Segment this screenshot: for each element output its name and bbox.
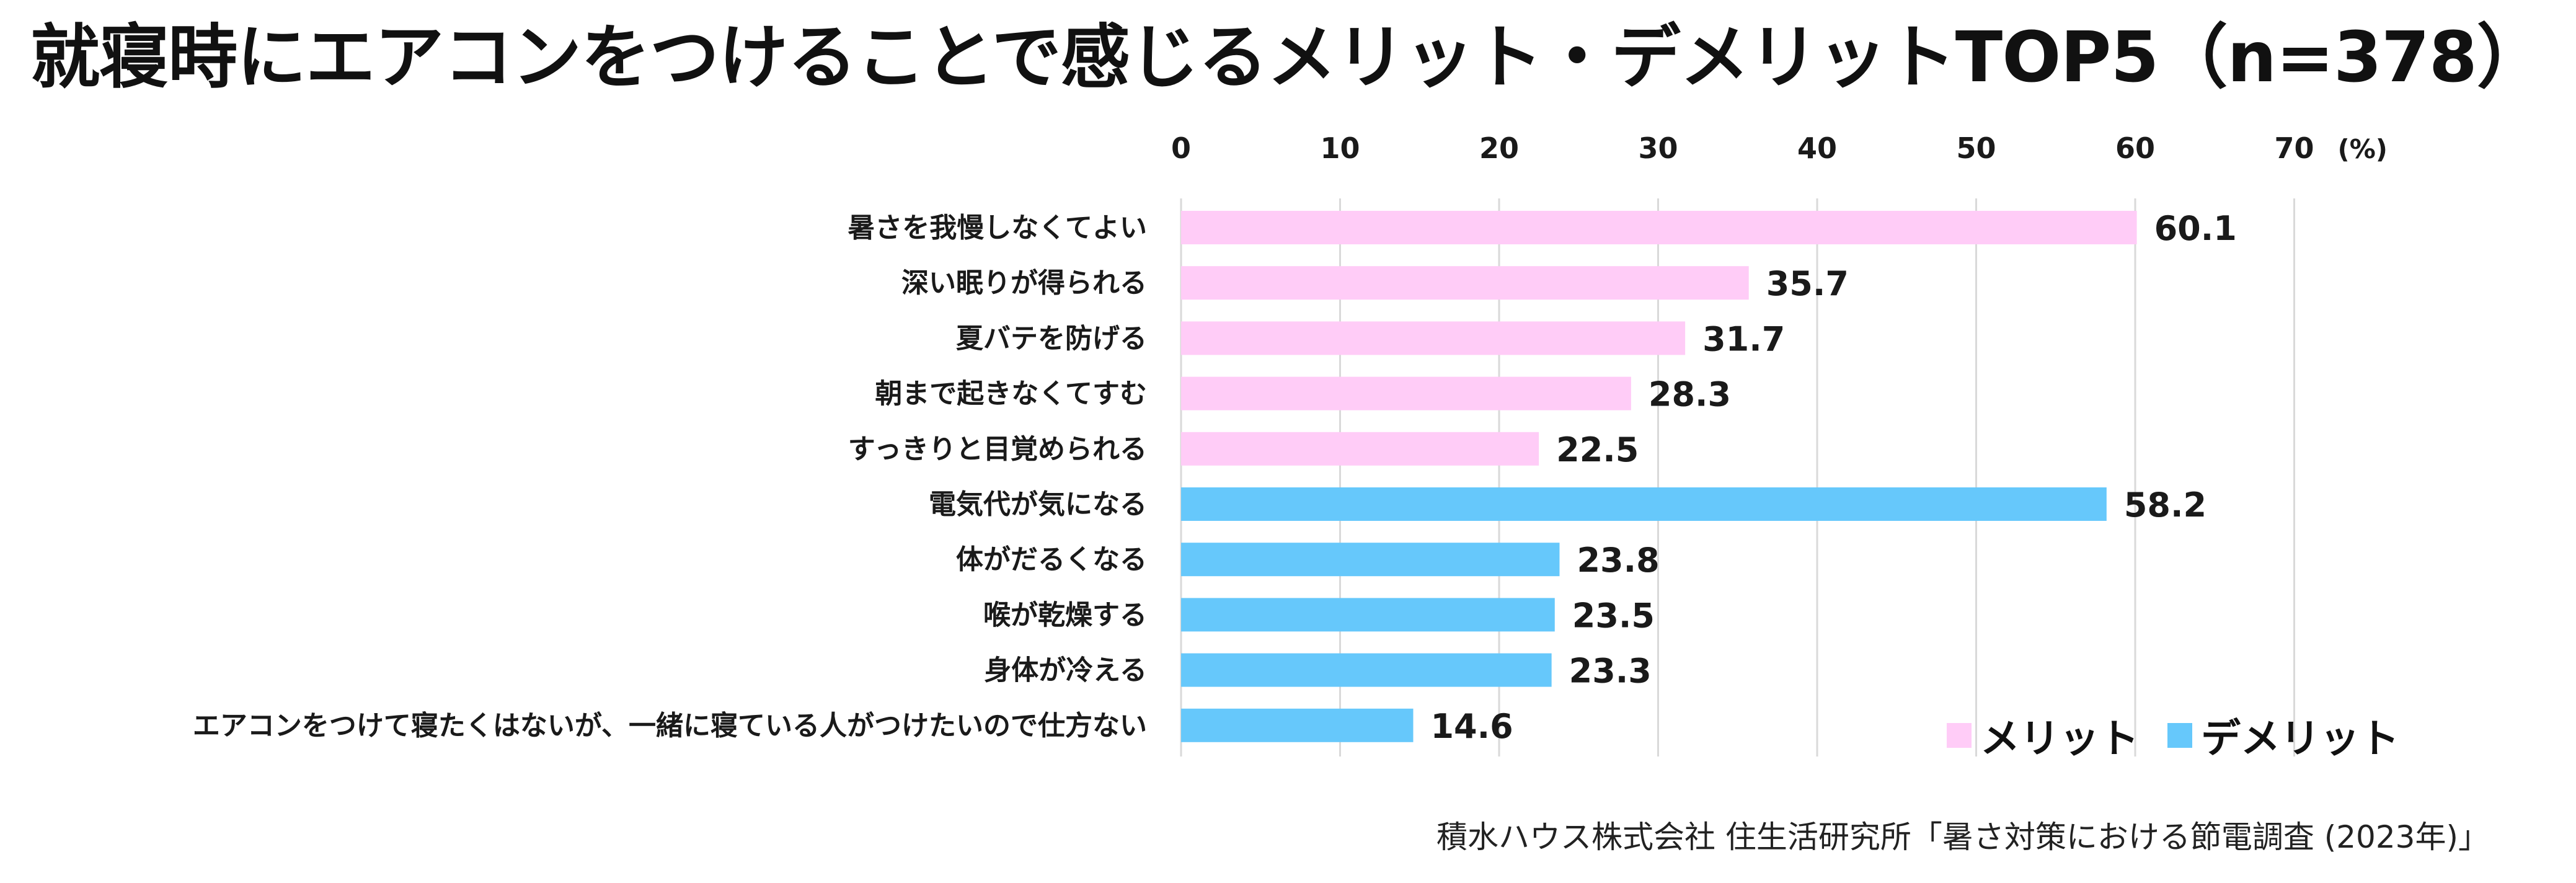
bar-demerit-7 (1181, 598, 1555, 632)
tick-label-layer: 0 10 20 30 40 50 60 70 (%) (1171, 131, 2388, 165)
legend-swatch-demerit (2167, 723, 2192, 748)
x-tick-label: 20 (1479, 131, 1519, 165)
category-label: 深い眠りが得られる (901, 267, 1147, 299)
source-note: 積水ハウス株式会社 住生活研究所「暑さ対策における節電調査 (2023年)」 (1436, 819, 2489, 855)
data-label: 58.2 (2124, 486, 2206, 525)
x-tick-label: 70 (2274, 131, 2314, 165)
data-label: 31.7 (1702, 319, 1785, 358)
bar-layer (1181, 211, 2137, 742)
x-axis-unit-label: (%) (2338, 134, 2388, 164)
category-label-layer: 暑さを我慢しなくてよい深い眠りが得られる夏バテを防げる朝まで起きなくてすむすっき… (193, 212, 1147, 742)
bar-merit-0 (1181, 211, 2137, 244)
x-tick-label: 10 (1320, 131, 1360, 165)
bar-merit-1 (1181, 266, 1749, 300)
data-label: 14.6 (1430, 707, 1513, 746)
bar-merit-2 (1181, 321, 1686, 355)
category-label: 身体が冷える (984, 655, 1147, 686)
bar-demerit-6 (1181, 543, 1560, 577)
category-label: 夏バテを防げる (956, 322, 1147, 354)
category-label: エアコンをつけて寝たくはないが、一緒に寝ている人がつけたいので仕方ない (193, 710, 1147, 742)
data-label: 35.7 (1766, 264, 1849, 303)
value-label-layer: 60.1 35.7 31.7 28.3 22.5 58.2 23.8 23.5 23.3 14.6 (1430, 209, 2236, 746)
data-label: 60.1 (2154, 209, 2237, 248)
x-tick-label: 60 (2115, 131, 2155, 165)
x-tick-label: 0 (1171, 131, 1191, 165)
data-label: 28.3 (1649, 375, 1731, 414)
legend-item-demerit: デメリット (2167, 707, 2399, 764)
data-label: 22.5 (1556, 430, 1639, 469)
legend: メリット デメリット (1947, 707, 2399, 764)
category-label: 朝まで起きなくてすむ (875, 378, 1147, 410)
data-label: 23.8 (1577, 541, 1659, 580)
x-tick-label: 40 (1797, 131, 1837, 165)
bar-demerit-5 (1181, 487, 2107, 521)
category-label: 電気代が気になる (929, 489, 1147, 520)
chart-title: 就寝時にエアコンをつけることで感じるメリット・デメリットTOP5（n=378） (30, 17, 2546, 98)
x-tick-label: 50 (1956, 131, 1996, 165)
legend-swatch-merit (1947, 723, 1972, 748)
bar-merit-4 (1181, 432, 1539, 466)
category-label: 暑さを我慢しなくてよい (848, 212, 1147, 244)
legend-label-merit: メリット (1980, 716, 2139, 762)
category-label: 体がだるくなる (956, 544, 1147, 575)
bar-demerit-8 (1181, 653, 1552, 687)
data-label: 23.5 (1572, 596, 1655, 635)
legend-label-demerit: デメリット (2201, 716, 2399, 762)
bar-demerit-9 (1181, 708, 1414, 742)
category-label: 喉が乾燥する (983, 599, 1147, 631)
legend-item-merit: メリット (1947, 707, 2139, 764)
x-tick-label: 30 (1638, 131, 1678, 165)
data-label: 23.3 (1569, 652, 1652, 691)
bar-merit-3 (1181, 376, 1631, 410)
category-label: すっきりと目覚められる (848, 433, 1147, 465)
